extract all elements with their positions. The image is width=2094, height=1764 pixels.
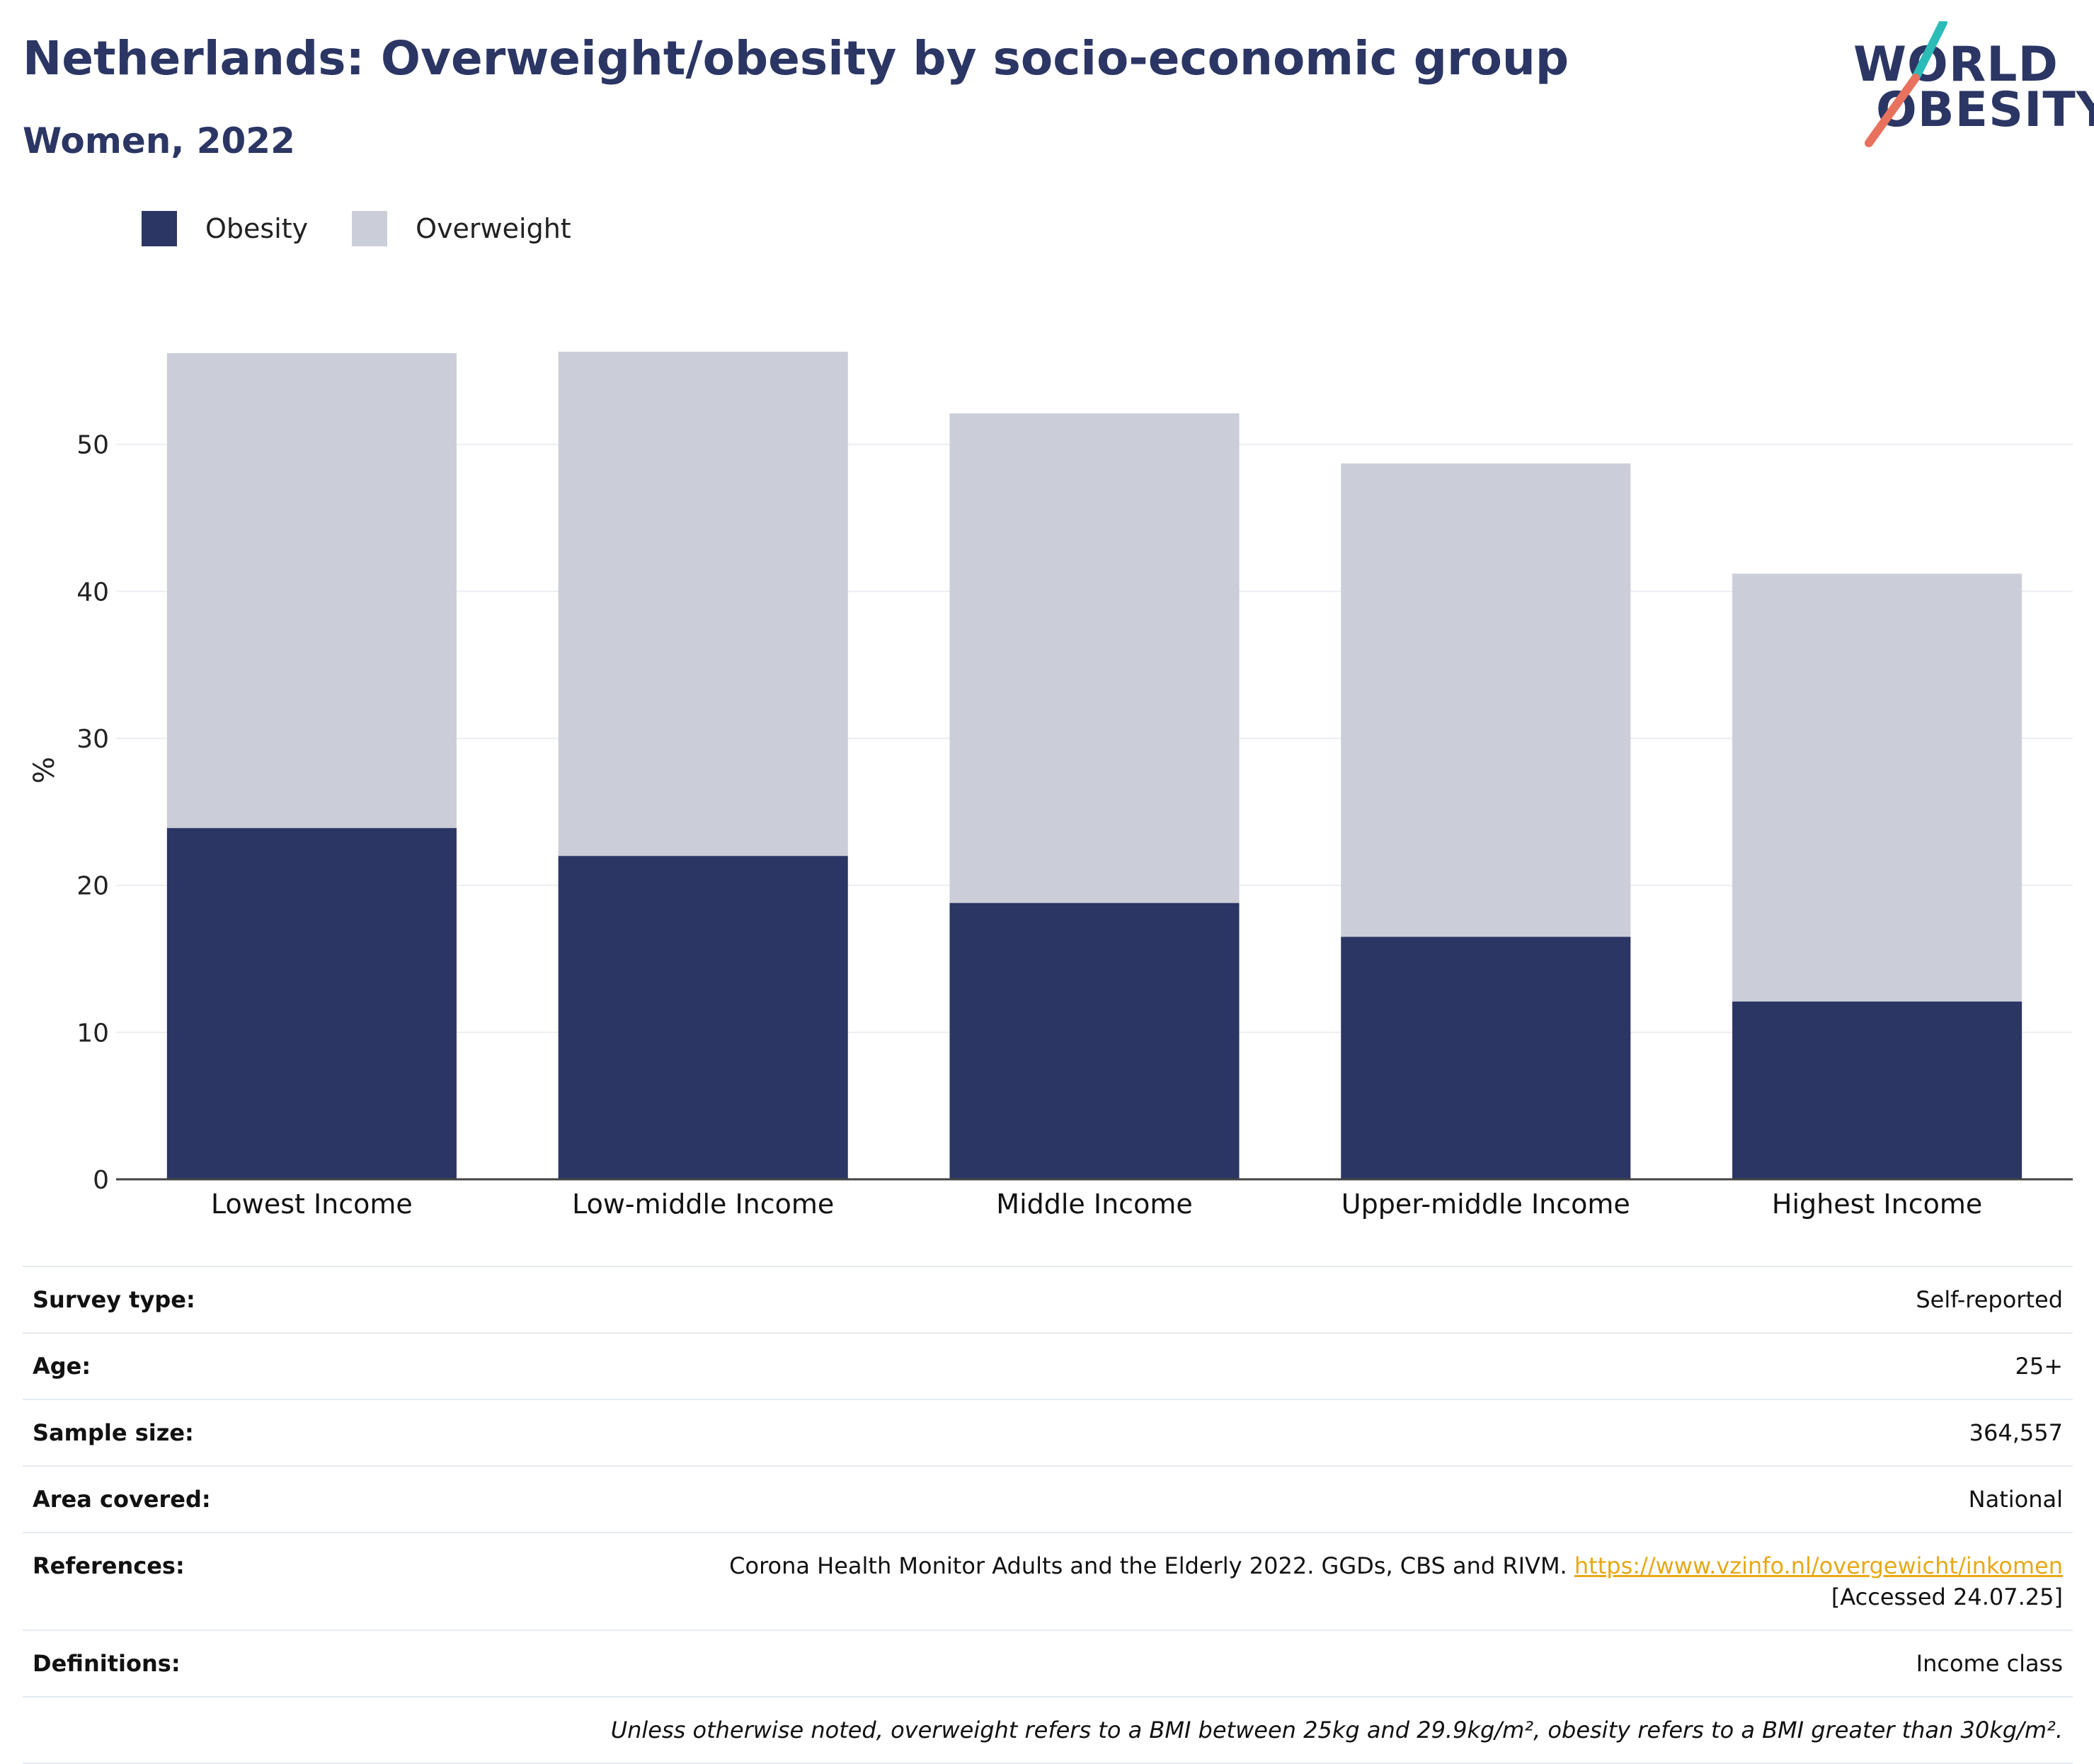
world-obesity-logo: WORLD OBESITY [1848, 21, 2094, 149]
meta-value: 25+ [2015, 1353, 2063, 1380]
y-tick-label: 40 [76, 578, 109, 607]
page-title: Netherlands: Overweight/obesity by socio… [23, 31, 1569, 86]
meta-row-note: Unless otherwise noted, overweight refer… [23, 1697, 2073, 1764]
bar-overweight-3[interactable] [949, 413, 1240, 903]
bar-obesity-3[interactable] [949, 903, 1240, 1179]
references-link[interactable]: https://www.vzinfo.nl/overgewicht/inkome… [1574, 1552, 2063, 1579]
legend-item-obesity[interactable]: Obesity [142, 211, 308, 246]
definitions-note: Unless otherwise noted, overweight refer… [610, 1717, 2063, 1743]
meta-value: Self-reported [1916, 1286, 2063, 1313]
x-tick-label: Lowest Income [211, 1189, 413, 1220]
bar-overweight-5[interactable] [1732, 573, 2023, 1002]
stacked-bar-chart: 0 10 20 30 40 50 Lowest Income Low-middle Incom… [28, 351, 2073, 1220]
legend-label-obesity: Obesity [205, 213, 309, 244]
logo-slash-icon [1865, 21, 1947, 147]
bar-obesity-5[interactable] [1732, 1001, 2023, 1179]
axes: 0 10 20 30 40 50 Lowest Income Low-middle Incom… [76, 431, 2073, 1220]
bar-obesity-2[interactable] [558, 856, 848, 1179]
bar-overweight-2[interactable] [558, 351, 848, 857]
logo-text-world: WORLD [1853, 37, 2059, 93]
legend-swatch-obesity [142, 211, 177, 246]
meta-label: Age: [33, 1353, 91, 1380]
meta-row-survey-type: Survey type: Self-reported [23, 1267, 2073, 1334]
meta-row-area-covered: Area covered: National [23, 1467, 2073, 1533]
meta-label: Area covered: [33, 1486, 211, 1513]
bar-obesity-1[interactable] [166, 827, 457, 1179]
x-tick-label: Low-middle Income [572, 1189, 834, 1220]
legend-item-overweight[interactable]: Overweight [352, 211, 571, 246]
logo-text-obesity: OBESITY [1876, 82, 2094, 138]
x-tick-label: Middle Income [996, 1189, 1192, 1220]
meta-row-age: Age: 25+ [23, 1334, 2073, 1400]
meta-value: National [1968, 1486, 2063, 1513]
y-tick-label: 0 [93, 1166, 109, 1195]
references-text: Corona Health Monitor Adults and the Eld… [729, 1552, 1574, 1579]
survey-details-table: Survey type: Self-reported Age: 25+ Samp… [23, 1266, 2073, 1764]
x-tick-label: Highest Income [1772, 1189, 1982, 1220]
meta-label: Sample size: [33, 1419, 194, 1446]
meta-value: 364,557 [1969, 1419, 2063, 1446]
meta-row-sample-size: Sample size: 364,557 [23, 1400, 2073, 1467]
meta-value: Income class [1916, 1650, 2063, 1677]
legend-swatch-overweight [352, 211, 388, 246]
y-axis-title: % [28, 757, 61, 784]
x-tick-label: Upper-middle Income [1341, 1189, 1630, 1220]
y-tick-label: 30 [76, 725, 109, 754]
meta-label: References: [33, 1552, 185, 1579]
bar-overweight-4[interactable] [1341, 463, 1631, 937]
bar-overweight-1[interactable] [166, 353, 457, 828]
page-subtitle: Women, 2022 [23, 120, 295, 161]
meta-row-definitions: Definitions: Income class [23, 1631, 2073, 1697]
meta-row-references: References: Corona Health Monitor Adults… [23, 1533, 2073, 1631]
references-accessed: [Accessed 24.07.25] [1831, 1583, 2063, 1610]
y-tick-label: 10 [76, 1019, 109, 1048]
bar-obesity-4[interactable] [1341, 937, 1631, 1179]
y-tick-label: 50 [76, 431, 109, 460]
meta-label: Definitions: [33, 1650, 181, 1677]
meta-label: Survey type: [33, 1286, 195, 1313]
references-value: Corona Health Monitor Adults and the Eld… [661, 1550, 2063, 1613]
bars [166, 351, 2023, 1179]
legend-label-overweight: Overweight [416, 213, 571, 244]
y-tick-label: 20 [76, 872, 109, 901]
chart-legend: Obesity Overweight [142, 210, 615, 248]
